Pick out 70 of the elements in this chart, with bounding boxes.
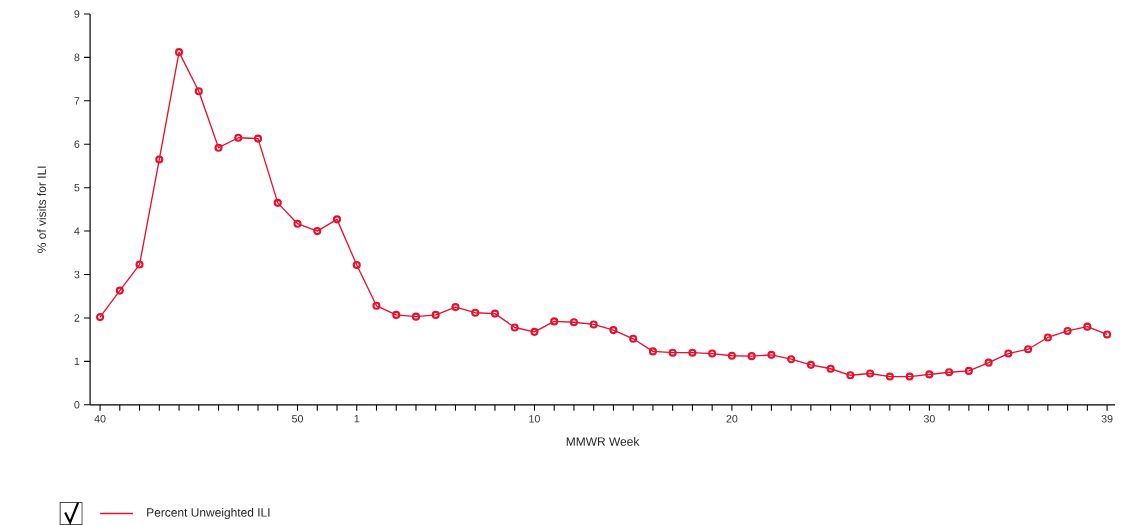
point: [194, 86, 203, 96]
y-tick-label: 9: [74, 9, 80, 18]
y-tick-label: 6: [74, 140, 80, 148]
y-tick-label: 8: [74, 53, 80, 61]
point: [293, 219, 302, 228]
point: [866, 369, 875, 378]
point: [1063, 326, 1072, 335]
point: [1004, 349, 1013, 358]
point: [431, 310, 440, 319]
y-tick-label: 4: [74, 227, 80, 235]
x-tick-label: 39: [1101, 414, 1113, 423]
point: [234, 133, 243, 142]
point: [411, 312, 421, 321]
y-tick-label: 1: [74, 357, 80, 365]
point: [490, 309, 500, 318]
x-axis-title: MMWR Week: [566, 436, 640, 446]
x-tick-label: 10: [529, 414, 540, 423]
y-tick-label: 5: [74, 183, 80, 192]
point: [471, 308, 480, 317]
point: [668, 348, 677, 357]
point: [135, 260, 144, 269]
point: [510, 323, 519, 332]
point: [727, 351, 736, 360]
point: [115, 286, 124, 295]
point: [253, 134, 263, 143]
y-tick-label: 2: [74, 314, 80, 322]
point: [550, 317, 559, 326]
point: [905, 372, 914, 381]
point: [332, 215, 342, 224]
point: [787, 354, 796, 364]
point: [589, 320, 598, 329]
y-tick-label: 3: [74, 270, 80, 279]
point: [629, 334, 638, 343]
point: [1043, 333, 1052, 342]
x-tick-label: 20: [726, 414, 738, 423]
point: [451, 302, 460, 311]
point: [569, 318, 579, 327]
point: [688, 348, 697, 357]
point: [806, 360, 815, 369]
y-tick-label: 0: [74, 400, 80, 409]
point: [747, 351, 756, 360]
point: [925, 370, 934, 379]
point: [609, 325, 618, 334]
x-tick-label: 30: [923, 414, 935, 423]
point: [530, 327, 539, 336]
legend-label: Percent Unweighted ILI: [147, 507, 270, 519]
x-tick-label: 50: [292, 414, 304, 423]
point: [174, 47, 184, 57]
point: [767, 350, 776, 359]
point: [214, 143, 223, 152]
x-tick-label: 1: [354, 414, 360, 423]
x-tick-label: 40: [94, 414, 106, 423]
point: [708, 349, 717, 358]
point: [826, 364, 835, 373]
point: [313, 226, 322, 235]
point: [352, 260, 361, 269]
point: [372, 301, 381, 310]
point: [846, 370, 855, 380]
point: [885, 372, 894, 381]
y-tick-label: 7: [74, 96, 80, 105]
point: [648, 347, 657, 356]
point: [155, 155, 164, 164]
point: [1024, 344, 1033, 354]
point: [273, 198, 282, 207]
point: [984, 358, 993, 367]
y-axis-title: % of visits for ILI: [37, 166, 46, 253]
point: [964, 366, 973, 375]
point: [392, 310, 401, 319]
point: [1083, 322, 1092, 331]
point: [945, 367, 954, 377]
